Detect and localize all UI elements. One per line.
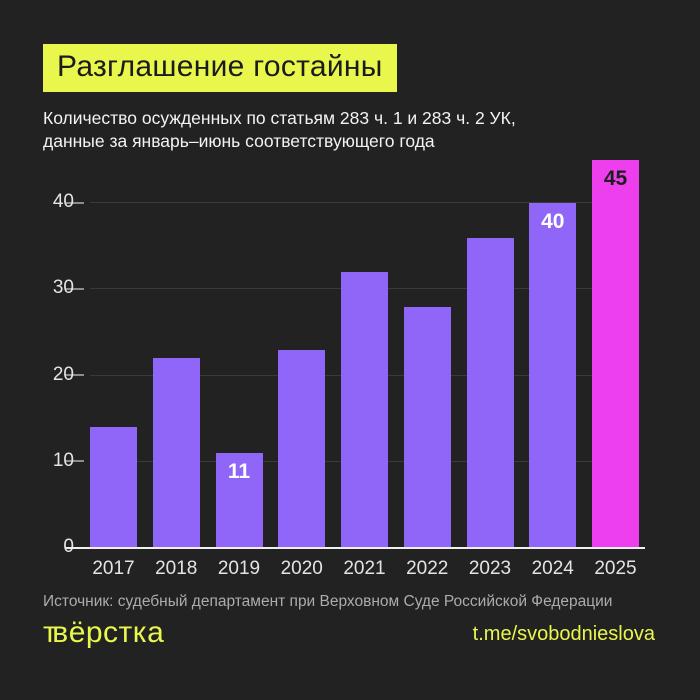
y-axis-tick-30 <box>66 287 84 290</box>
bar-2019: 11 <box>215 453 263 548</box>
page-title: Разглашение гостайны <box>43 44 397 92</box>
bar-2022 <box>403 306 451 548</box>
telegram-link[interactable]: t.me/svobodnieslova <box>472 623 655 645</box>
page-title-wrap: Разглашение гостайны <box>43 44 397 92</box>
y-axis-label-10: 10 <box>52 449 74 471</box>
x-axis-label-2019: 2019 <box>217 558 261 579</box>
x-axis-label-2024: 2024 <box>531 558 574 579</box>
bars-container: 11 40 45 <box>90 160 639 548</box>
bar-chart-plot: 11 40 45 2017 2018 2019 2020 2021 2022 2023 2024 2… <box>53 160 645 579</box>
source-note: Источник: судебный департамент при Верхо… <box>43 593 613 610</box>
bar-2020 <box>278 349 326 548</box>
x-axis-label-2018: 2018 <box>155 558 198 579</box>
footer-row: твёрстка t.me/svobodnieslova <box>43 618 655 648</box>
x-axis-label-2021: 2021 <box>343 558 386 579</box>
chart-subtitle: Количество осужденных по статьям 283 ч. … <box>43 108 516 151</box>
bar-2018 <box>152 358 200 548</box>
verstka-logo-mark: т <box>43 616 58 649</box>
x-axis-line <box>66 547 645 549</box>
x-axis-label-2022: 2022 <box>406 558 449 579</box>
x-axis-labels: 2017 2018 2019 2020 2021 2022 2023 2024 2025 <box>90 558 639 580</box>
verstka-logo: твёрстка <box>43 618 164 648</box>
y-axis-label-40: 40 <box>52 191 74 213</box>
bar-value-label-2019: 11 <box>227 460 251 484</box>
x-axis-label-2017: 2017 <box>92 558 135 579</box>
y-axis-tick-40 <box>66 201 84 204</box>
x-axis-label-2025: 2025 <box>594 558 637 579</box>
bar-2024: 40 <box>529 203 577 548</box>
y-axis-tick-20 <box>66 374 84 377</box>
y-axis-label-20: 20 <box>52 363 74 385</box>
y-axis-label-30: 30 <box>52 277 74 299</box>
y-axis-label-0: 0 <box>30 537 74 556</box>
verstka-logo-text: вёрстка <box>52 616 165 649</box>
bar-value-label-2025: 45 <box>603 167 628 190</box>
bar-2021 <box>341 272 388 548</box>
x-axis-label-2023: 2023 <box>468 558 512 579</box>
bar-2017 <box>90 427 137 548</box>
bar-2023 <box>466 237 514 548</box>
y-axis-tick-10 <box>66 460 84 463</box>
bar-2025: 45 <box>592 160 639 548</box>
x-axis-label-2020: 2020 <box>280 558 323 579</box>
gridline-40 <box>90 202 639 204</box>
bar-value-label-2024: 40 <box>541 210 565 234</box>
